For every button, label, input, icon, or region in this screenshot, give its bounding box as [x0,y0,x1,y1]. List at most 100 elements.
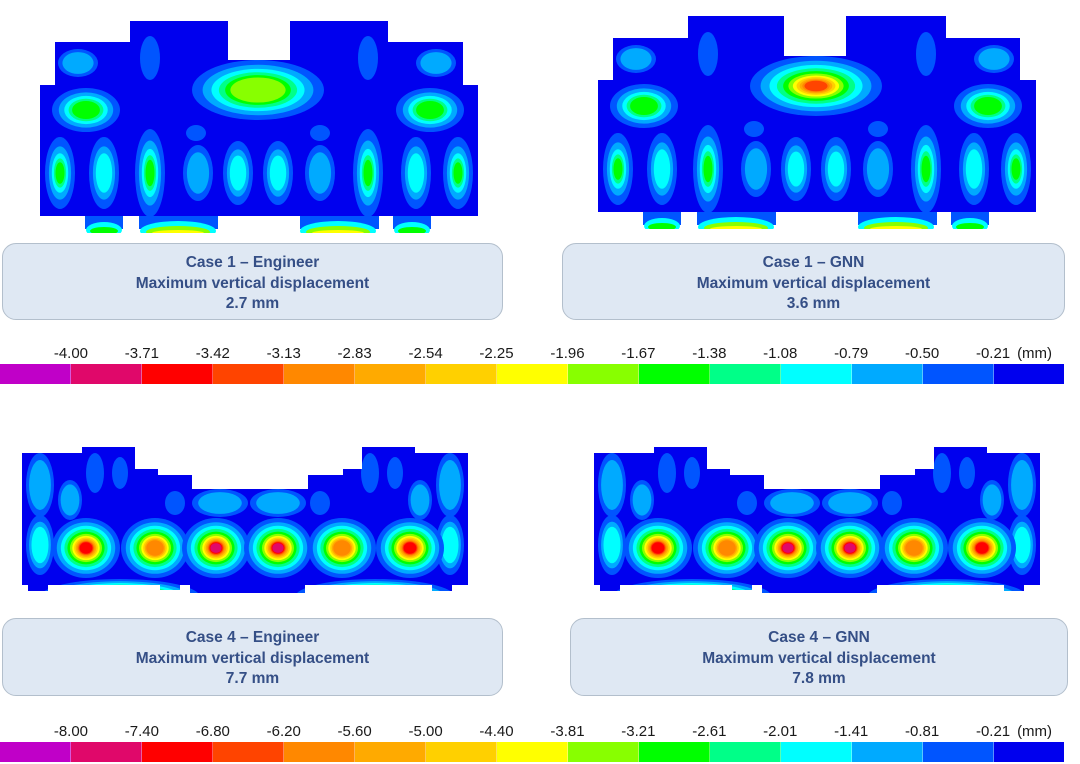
colorbar-tick-label: -2.61 [692,723,727,740]
contour-region [703,155,713,183]
contour-region [1011,460,1033,510]
contour-region [1013,526,1031,564]
caption-value: 3.6 mm [786,295,841,312]
contour-region [620,48,652,70]
contour-region [165,491,185,515]
contour-region [654,588,730,593]
contour-region [744,148,768,190]
colorbar-segment [781,364,852,384]
caption-value: 7.8 mm [792,670,846,687]
colorbar-unit: (mm) [1017,723,1053,740]
caption-case4-engineer: Case 4 – Engineer Maximum vertical displ… [2,618,503,696]
contour-region [62,52,94,74]
contour-region [782,543,794,553]
contour-region [975,542,989,554]
contour-region [868,121,888,137]
contour-region [60,484,80,516]
contour-region [651,542,665,554]
contour-region [186,125,206,141]
caption-subtitle: Maximum vertical displacement [696,274,931,292]
caption-value: 7.7 mm [225,670,280,687]
colorbar-segment [355,364,426,384]
slab-contour [22,447,468,593]
colorbar-segment [142,742,213,762]
contour-region [82,588,158,593]
colorbar-segment [923,742,994,762]
slab-contour [40,21,478,233]
colorbar-segment [923,364,994,384]
contour-region [403,542,417,554]
contour-region [230,77,286,103]
contour-region [87,589,153,593]
colorbar-tick-label: -1.67 [621,345,656,362]
contour-region [361,453,379,493]
contour-region [965,149,983,189]
colorbar-case1: -4.00 -3.71 -3.42 -3.13 -2.83 -2.54 -2.25 -1.96… [0,345,1080,384]
colorbar-segment [355,742,426,762]
colorbar-segment [710,742,781,762]
colorbar-segment [497,742,568,762]
caption-subtitle: Maximum vertical displacement [135,649,370,667]
contour-plot-case1-gnn [596,14,1036,229]
contour-region [31,526,49,564]
contour-region [453,162,463,184]
contour-region [684,457,700,489]
contour-region [892,584,1002,593]
contour-region [198,492,242,514]
colorbar-tick-label: -1.41 [834,723,869,740]
contour-region [72,586,168,593]
contour-region [933,453,951,493]
colorbar-tick-label: -2.83 [337,345,372,362]
contour-region [145,159,155,187]
contour-region [410,484,430,516]
caption-title: Case 1 – GNN [762,254,865,271]
contour-region [310,125,330,141]
contour-region [439,460,461,510]
contour-region [387,457,403,489]
caption-case1-engineer: Case 1 – Engineer Maximum vertical displ… [2,243,503,320]
slab-contour [598,16,1036,229]
contour-region [844,543,856,553]
contour-region [77,587,163,593]
contour-region [332,587,418,593]
contour-region [337,588,413,593]
contour-region [787,151,805,187]
colorbar-segment [426,742,497,762]
colorbar-segment [568,742,639,762]
colorbar-tick-label: -1.08 [763,345,798,362]
contour-region [327,586,423,593]
contour-region [55,162,65,184]
colorbar-tick-label: -3.21 [621,723,656,740]
colorbar-tick-label: -0.21 [975,723,1011,740]
colorbar-segment [71,364,142,384]
contour-region [982,484,1002,516]
colorbar-segment [994,742,1064,762]
colorbar-tick-label: -3.81 [550,723,585,740]
contour-region [603,526,621,564]
colorbar-segment [781,742,852,762]
contour-region [308,152,332,194]
contour-region [272,543,284,553]
contour-region [744,121,764,137]
caption-case1-gnn: Case 1 – GNN Maximum vertical displaceme… [562,243,1065,320]
colorbar-ticks: -8.00 -7.40 -6.80 -6.20 -5.60 -5.00 -4.40 -3.81… [0,723,1080,743]
contour-region [737,491,757,515]
contour-region [79,542,93,554]
contour-region [653,149,671,189]
caption-title: Case 4 – Engineer [185,629,320,646]
contour-region [630,96,658,116]
contour-region [644,586,740,593]
contour-region [441,526,459,564]
contour-region [804,80,828,92]
colorbar-segment [284,364,355,384]
colorbar-tick-label: -8.00 [53,723,89,740]
colorbar-segment [497,364,568,384]
contour-region [649,587,735,593]
contour-region [959,457,975,489]
colorbar-tick-label: -1.96 [550,345,585,362]
colorbar-segment [0,742,71,762]
contour-region [140,36,160,80]
contour-region [333,540,351,556]
colorbar-tick-label: -5.60 [337,723,372,740]
contour-region [146,540,164,556]
